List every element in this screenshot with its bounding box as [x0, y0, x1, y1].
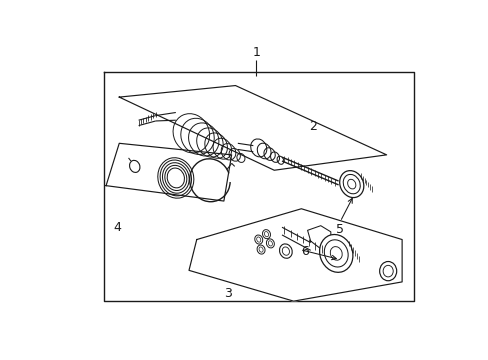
Polygon shape	[106, 143, 231, 201]
Text: 2: 2	[308, 120, 316, 133]
Polygon shape	[119, 86, 386, 170]
Text: 1: 1	[252, 46, 260, 59]
Polygon shape	[307, 226, 330, 249]
Ellipse shape	[339, 171, 363, 198]
Ellipse shape	[319, 234, 352, 272]
Text: 3: 3	[224, 287, 231, 300]
Text: 6: 6	[301, 244, 308, 258]
Text: 5: 5	[335, 223, 344, 237]
Polygon shape	[189, 209, 401, 301]
Text: 4: 4	[113, 221, 121, 234]
Polygon shape	[103, 72, 413, 301]
